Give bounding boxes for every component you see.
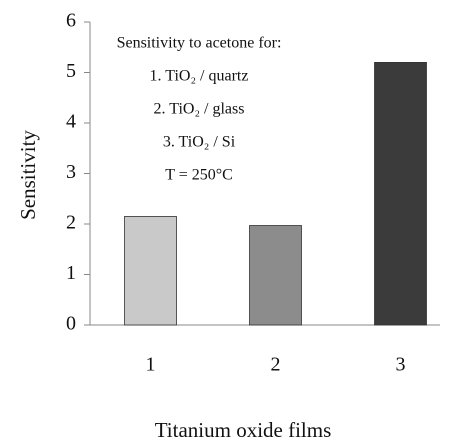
y-tick-label: 4 xyxy=(66,111,76,133)
y-tick-label: 5 xyxy=(66,60,76,82)
x-tick-label: 3 xyxy=(396,354,406,376)
y-tick-label: 6 xyxy=(66,10,76,32)
y-tick-label: 0 xyxy=(66,313,76,335)
y-tick-label: 1 xyxy=(66,262,76,284)
x-tick-label: 2 xyxy=(271,354,281,376)
y-axis-title: Sensitivity xyxy=(16,130,40,220)
x-axis-title: Titanium oxide films xyxy=(155,418,332,442)
annotation: 2. TiO₂ / glass xyxy=(154,101,245,118)
annotation: 1. TiO₂ / quartz xyxy=(150,68,249,85)
annotation: T = 250°C xyxy=(165,167,233,184)
y-tick-label: 2 xyxy=(66,212,76,234)
bar xyxy=(249,225,302,326)
bar xyxy=(124,216,177,326)
annotation: Sensitivity to acetone for: xyxy=(117,35,282,52)
y-tick-label: 3 xyxy=(66,161,76,183)
x-tick-label: 1 xyxy=(146,354,156,376)
annotation: 3. TiO₂ / Si xyxy=(163,134,236,151)
bar xyxy=(374,62,427,326)
